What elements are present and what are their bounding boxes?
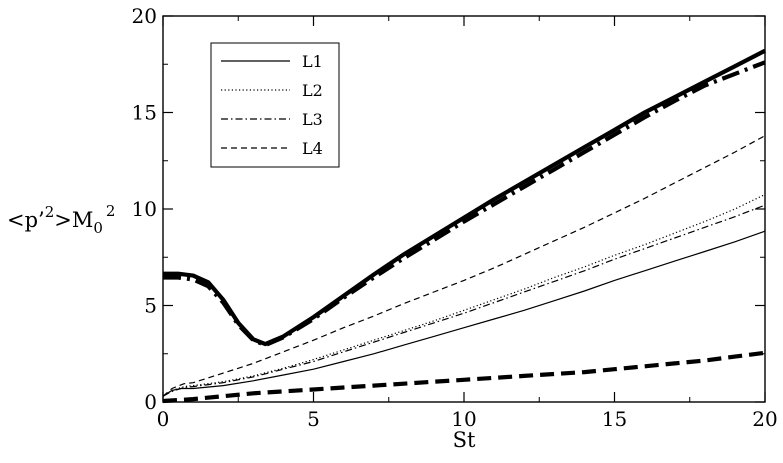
y-tick-label-4: 20 <box>132 4 157 28</box>
y-label-main: <p’ <box>7 208 45 232</box>
series-layer <box>162 48 766 404</box>
x-axis-label: St <box>453 428 476 452</box>
legend-label-l3: L3 <box>302 110 323 129</box>
y-axis-label: <p’2>M02 <box>7 202 115 237</box>
y-tick-label-1: 5 <box>144 294 157 318</box>
series-line-l3-thin <box>162 204 766 397</box>
x-tick-label-3: 15 <box>602 407 627 431</box>
x-tick-label-2: 10 <box>451 407 476 431</box>
y-tick-label-3: 15 <box>132 101 157 125</box>
y-label-sub: 0 <box>93 219 103 237</box>
y-tick-label-2: 10 <box>132 197 157 221</box>
series-line-l4-thin <box>162 135 766 397</box>
x-tick-label-4: 20 <box>752 407 777 431</box>
x-tick-label-0: 0 <box>157 407 170 431</box>
legend-label-l4: L4 <box>302 139 323 158</box>
legend-label-l2: L2 <box>302 81 323 100</box>
series-line-l4-thick <box>162 350 766 404</box>
y-label-sup1: 2 <box>45 203 55 221</box>
y-label-mid: >M <box>54 208 93 232</box>
y-label-sup2: 2 <box>106 202 116 220</box>
y-tick-label-0: 0 <box>144 390 157 414</box>
series-line-l3-thick <box>163 60 766 348</box>
legend-label-l1: L1 <box>302 52 323 71</box>
legend-box <box>210 42 340 168</box>
legend: L1 L2 L3 L4 <box>210 42 340 168</box>
series-line-l1-thin <box>162 230 766 397</box>
x-tick-label-1: 5 <box>307 407 320 431</box>
series-line-l2-thin <box>162 193 766 397</box>
ticks-layer: 0 5 10 15 20 0 5 10 15 20 <box>132 4 778 431</box>
